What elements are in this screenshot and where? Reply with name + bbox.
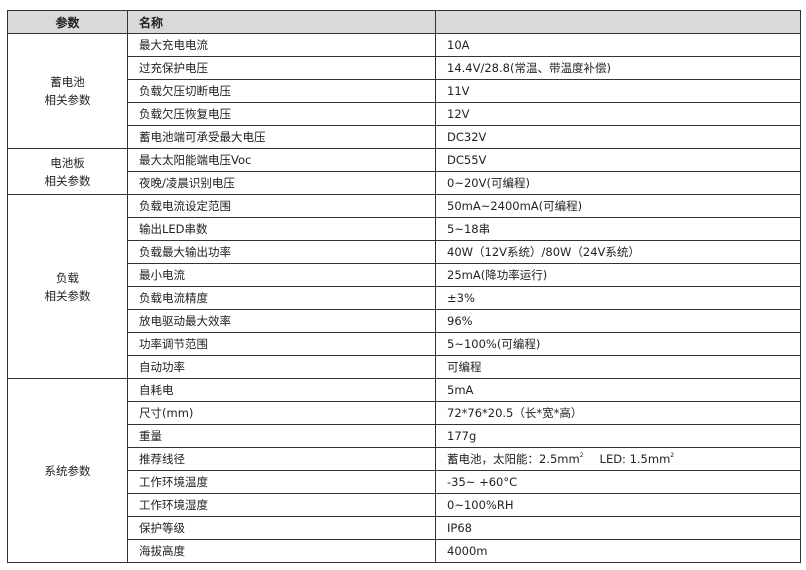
group-label-line: 相关参数 (44, 288, 91, 303)
table-row: 夜晚/凌晨识别电压 0~20V(可编程) (8, 171, 801, 195)
table-row: 电池板 相关参数 最大太阳能端电压Voc DC55V (7, 148, 801, 195)
param-value: 蓄电池，太阳能：2.5mm2 LED: 1.5mm2 (435, 447, 801, 471)
table-row: 工作环境湿度 0~100%RH (8, 493, 801, 517)
table-row: 尺寸(mm) 72*76*20.5（长*宽*高） (8, 401, 801, 425)
param-name: 过充保护电压 (127, 56, 436, 80)
group-label: 电池板 相关参数 (7, 148, 128, 195)
param-name: 自耗电 (127, 378, 436, 402)
group-label: 蓄电池 相关参数 (7, 33, 128, 149)
param-value: -35~ +60°C (435, 470, 801, 494)
group-label: 负载 相关参数 (7, 194, 128, 379)
spec-table: 参数 名称 蓄电池 相关参数 最大充电电流 10A 过充保护电压 14.4V/28.8(常… (7, 10, 801, 563)
param-name: 自动功率 (127, 355, 436, 379)
param-name: 重量 (127, 424, 436, 448)
group-label-line: 蓄电池 (50, 75, 85, 89)
group-label-line: 负载 (56, 270, 79, 285)
param-value: DC32V (435, 125, 801, 149)
table-row: 自动功率 可编程 (8, 355, 801, 379)
group-label-line: 相关参数 (44, 93, 91, 107)
superscript: 2 (579, 452, 584, 459)
param-value: DC55V (435, 148, 801, 172)
param-value: 12V (435, 102, 801, 126)
header-row: 参数 名称 (7, 10, 801, 34)
param-value: ±3% (435, 286, 801, 310)
table-row: 系统参数 自耗电 5mA (7, 378, 801, 563)
param-name: 工作环境温度 (127, 470, 436, 494)
group-label-line: 系统参数 (44, 463, 91, 478)
param-value: 72*76*20.5（长*宽*高） (435, 401, 801, 425)
param-name: 海拔高度 (127, 539, 436, 563)
param-value: 0~100%RH (435, 493, 801, 517)
header-value (435, 10, 801, 34)
param-value: 40W（12V系统）/80W（24V系统） (435, 240, 801, 264)
param-name: 输出LED串数 (127, 217, 436, 241)
param-name: 工作环境湿度 (127, 493, 436, 517)
param-name: 放电驱动最大效率 (127, 309, 436, 333)
param-name: 最小电流 (127, 263, 436, 287)
param-name: 最大太阳能端电压Voc (127, 148, 436, 172)
param-value: 5mA (435, 378, 801, 402)
table-row: 负载欠压恢复电压 12V (8, 102, 801, 126)
table-row: 最小电流 25mA(降功率运行) (8, 263, 801, 287)
param-value: 11V (435, 79, 801, 103)
value-part: 蓄电池，太阳能：2.5mm (447, 452, 580, 466)
table-row: 蓄电池端可承受最大电压 DC32V (8, 125, 801, 149)
header-param: 参数 (7, 10, 128, 34)
param-value: 10A (435, 33, 801, 57)
param-value: 0~20V(可编程) (435, 171, 801, 195)
table-row: 推荐线径 蓄电池，太阳能：2.5mm2 LED: 1.5mm2 (8, 447, 801, 471)
param-name: 负载电流设定范围 (127, 194, 436, 218)
param-value: 177g (435, 424, 801, 448)
table-row: 过充保护电压 14.4V/28.8(常温、带温度补偿) (8, 56, 801, 80)
header-name: 名称 (127, 10, 436, 34)
superscript: 2 (670, 452, 675, 459)
param-name: 负载欠压恢复电压 (127, 102, 436, 126)
param-name: 负载最大输出功率 (127, 240, 436, 264)
param-name: 蓄电池端可承受最大电压 (127, 125, 436, 149)
group-label: 系统参数 (7, 378, 128, 563)
param-value: 96% (435, 309, 801, 333)
param-value: IP68 (435, 516, 801, 540)
table-row: 蓄电池 相关参数 最大充电电流 10A (7, 33, 801, 149)
param-value: 5~18串 (435, 217, 801, 241)
param-name: 推荐线径 (127, 447, 436, 471)
table-row: 工作环境温度 -35~ +60°C (8, 470, 801, 494)
param-value: 14.4V/28.8(常温、带温度补偿) (435, 56, 801, 80)
param-name: 负载欠压切断电压 (127, 79, 436, 103)
value-part: LED: 1.5mm (599, 452, 671, 466)
param-name: 保护等级 (127, 516, 436, 540)
param-name: 夜晚/凌晨识别电压 (127, 171, 436, 195)
table-row: 输出LED串数 5~18串 (8, 217, 801, 241)
table-row: 重量 177g (8, 424, 801, 448)
param-name: 负载电流精度 (127, 286, 436, 310)
group-label-line: 相关参数 (44, 173, 91, 188)
param-name: 功率调节范围 (127, 332, 436, 356)
table-row: 负载最大输出功率 40W（12V系统）/80W（24V系统） (8, 240, 801, 264)
param-value: 可编程 (435, 355, 801, 379)
param-name: 尺寸(mm) (127, 401, 436, 425)
group-label-line: 电池板 (50, 155, 85, 170)
param-value: 4000m (435, 539, 801, 563)
table-row: 海拔高度 4000m (8, 539, 801, 563)
param-value: 50mA~2400mA(可编程) (435, 194, 801, 218)
param-value: 5~100%(可编程) (435, 332, 801, 356)
table-row: 负载 相关参数 负载电流设定范围 50mA~2400mA(可编程) (7, 194, 801, 379)
param-value: 25mA(降功率运行) (435, 263, 801, 287)
param-name: 最大充电电流 (127, 33, 436, 57)
